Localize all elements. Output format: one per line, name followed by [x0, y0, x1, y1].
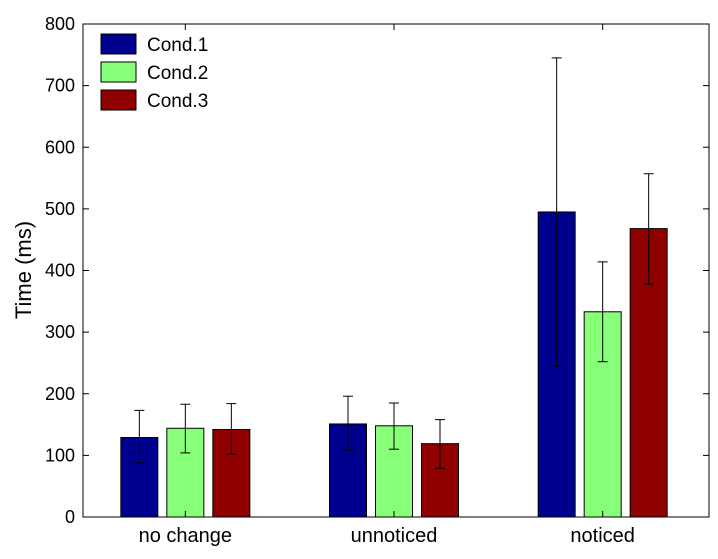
y-tick-label: 100: [45, 445, 75, 465]
error-bar-cond-1-no-change: [134, 409, 145, 464]
y-tick-label: 400: [45, 261, 75, 281]
y-tick-label: 500: [45, 199, 75, 219]
error-bar-cond-1-unnoticed: [343, 395, 353, 451]
legend-swatch: [100, 89, 137, 111]
error-bar-cond-3-unnoticed: [435, 419, 445, 469]
legend-label: Cond.3: [147, 91, 208, 112]
y-tick-label: 300: [45, 322, 75, 342]
legend-item-cond-3: Cond.3: [100, 89, 208, 112]
x-category-label: no change: [139, 525, 232, 547]
tick-labels-layer: 0 100 200 300 400 500 600 700 800: [45, 14, 75, 527]
axes-layer: [82, 23, 710, 518]
y-tick-label: 700: [45, 76, 75, 96]
error-bar-cond-2-no-change: [180, 403, 191, 454]
error-bar-cond-2-unnoticed: [389, 402, 399, 450]
legend-label: Cond.2: [147, 63, 208, 84]
error-bar-cond-3-no-change: [226, 403, 237, 455]
legend-swatch: [100, 33, 137, 55]
error-bar-cond-3-noticed: [643, 173, 654, 285]
legend-swatch: [100, 61, 137, 83]
error-bar-cond-1-noticed: [551, 57, 562, 367]
y-tick-label: 600: [45, 137, 75, 157]
error-bars-layer: [134, 57, 654, 469]
category-labels-layer: no change unnoticed noticed: [139, 525, 635, 547]
y-tick-label: 200: [45, 384, 75, 404]
legend-item-cond-2: Cond.2: [100, 61, 208, 84]
legend-label: Cond.1: [147, 35, 208, 56]
error-bar-cond-2-noticed: [597, 261, 608, 363]
y-tick-label: 800: [45, 14, 75, 34]
legend: Cond.1 Cond.2 Cond.3: [100, 33, 208, 112]
x-category-label: unnoticed: [351, 525, 438, 547]
y-axis-title: Time (ms): [11, 221, 36, 319]
x-category-label: noticed: [570, 525, 635, 547]
legend-item-cond-1: Cond.1: [100, 33, 208, 56]
y-tick-label: 0: [65, 507, 75, 527]
